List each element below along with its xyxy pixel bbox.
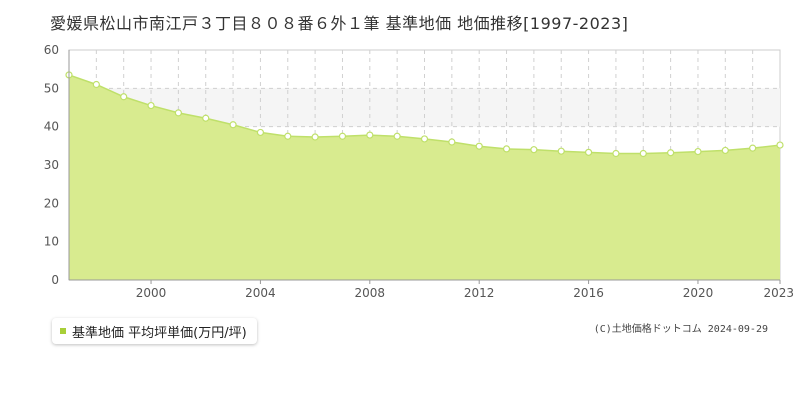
legend-label: 基準地価 平均坪単価(万円/坪) [72, 325, 247, 341]
x-tick-label: 2016 [573, 286, 604, 300]
data-point [639, 149, 647, 158]
data-point [502, 145, 511, 153]
data-point [530, 146, 538, 154]
data-point [256, 128, 265, 137]
x-tick-label: 2008 [355, 286, 386, 300]
data-point [366, 131, 374, 139]
legend-marker [60, 328, 66, 334]
y-tick-label: 40 [44, 120, 59, 134]
x-tick-label: 2023 [763, 286, 794, 300]
copyright-text: (C)土地価格ドットコム 2024-09-29 [593, 324, 768, 335]
legend: 基準地価 平均坪単価(万円/坪) [52, 318, 257, 344]
chart-title: 愛媛県松山市南江戸３丁目８０８番６外１筆 基準地価 地価推移[1997-2023… [50, 14, 629, 33]
data-point [776, 141, 784, 149]
data-point [721, 146, 729, 155]
x-tick-label: 2004 [245, 286, 276, 300]
x-tick-label: 2020 [683, 286, 714, 300]
data-point [448, 138, 456, 146]
series-area [69, 74, 780, 281]
y-tick-label: 10 [44, 235, 59, 249]
data-point [475, 142, 483, 150]
data-point [92, 80, 100, 89]
data-point [284, 132, 292, 140]
x-tick-label: 2000 [136, 286, 167, 300]
data-point [749, 144, 757, 152]
data-point [557, 147, 565, 155]
data-point [229, 121, 237, 129]
data-point [612, 149, 620, 158]
y-tick-label: 20 [44, 196, 59, 210]
data-point [202, 114, 210, 122]
x-tick-label: 2012 [464, 286, 495, 300]
data-point [311, 133, 319, 141]
data-point [120, 93, 128, 101]
y-tick-label: 50 [44, 81, 59, 95]
data-point [338, 132, 347, 140]
y-tick-label: 30 [44, 158, 59, 172]
data-point [584, 148, 593, 156]
data-point [420, 135, 429, 143]
data-point [694, 147, 702, 156]
data-point [667, 149, 675, 157]
data-point [393, 132, 401, 140]
y-tick-label: 60 [44, 43, 59, 57]
y-tick-label: 0 [51, 273, 59, 287]
data-point [147, 101, 155, 110]
data-point [174, 109, 182, 117]
